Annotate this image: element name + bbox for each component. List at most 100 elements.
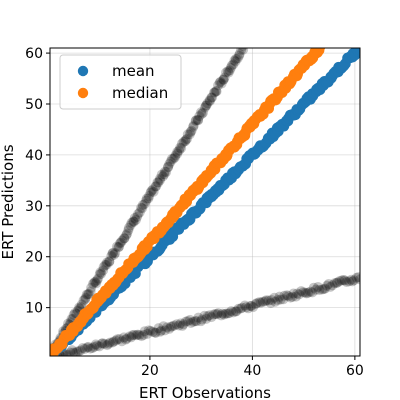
bound-point <box>287 291 298 302</box>
bound-point <box>257 296 268 307</box>
bound-point <box>178 319 189 330</box>
bound-point <box>102 340 113 351</box>
bound-point <box>204 310 215 321</box>
bound-point <box>204 95 215 106</box>
bound-point <box>155 326 166 337</box>
bound-point <box>188 316 199 327</box>
bound-point <box>216 78 227 89</box>
bound-point <box>230 306 241 317</box>
bound-point <box>90 339 101 350</box>
bound-point <box>329 278 340 289</box>
bound-point <box>110 335 121 346</box>
bound-point <box>169 320 180 331</box>
bound-point <box>217 308 228 319</box>
bound-point <box>98 261 109 272</box>
bound-point <box>204 95 215 106</box>
bound-point <box>68 347 79 356</box>
bound-point <box>185 314 196 325</box>
bound-point <box>92 340 103 351</box>
bound-point <box>248 302 259 313</box>
bound-point <box>89 277 100 288</box>
bound-point <box>137 203 148 214</box>
bound-point <box>200 100 211 111</box>
bound-point <box>308 282 319 293</box>
bound-point <box>263 295 274 306</box>
bound-point <box>166 153 177 164</box>
bound-point <box>121 230 132 241</box>
bound-point <box>87 343 98 354</box>
bound-point <box>152 177 163 188</box>
bound-point <box>163 162 174 173</box>
bound-point <box>300 287 311 298</box>
bound-point <box>123 222 134 233</box>
bound-point <box>193 312 204 323</box>
bound-point <box>229 55 240 66</box>
bound-point <box>191 115 202 126</box>
legend-marker-mean <box>77 65 89 77</box>
bound-point <box>220 308 231 319</box>
bound-point <box>318 284 329 295</box>
x-tick-label: 40 <box>243 363 261 379</box>
bound-point <box>118 332 129 343</box>
bound-point <box>233 303 244 314</box>
bound-point <box>136 202 147 213</box>
bound-point <box>155 175 166 186</box>
bound-point <box>240 37 250 47</box>
bound-point <box>355 274 360 285</box>
y-tick-label: 50 <box>25 97 43 113</box>
bound-point <box>174 145 185 156</box>
bound-point <box>218 74 229 85</box>
bound-point <box>121 333 132 344</box>
bound-point <box>107 337 118 348</box>
bound-point <box>108 247 119 258</box>
bound-point <box>99 339 110 350</box>
bound-point <box>228 59 239 70</box>
bound-point <box>180 136 191 147</box>
bound-point <box>202 311 213 322</box>
bound-point <box>146 185 157 196</box>
bound-point <box>151 181 162 192</box>
bound-point <box>134 330 145 341</box>
bound-point <box>156 169 167 180</box>
bound-point <box>62 349 73 356</box>
bound-point <box>224 308 235 319</box>
bound-point <box>65 347 76 356</box>
bound-point <box>156 325 167 336</box>
bound-point <box>117 235 128 246</box>
bound-point <box>296 286 307 297</box>
bound-point <box>81 289 92 300</box>
bound-point <box>128 216 139 227</box>
bound-point <box>317 284 328 295</box>
bound-point <box>178 136 189 147</box>
bound-point <box>251 298 262 309</box>
bound-point <box>344 276 355 287</box>
bound-point <box>93 273 104 284</box>
bound-point <box>153 177 164 188</box>
bound-point <box>83 341 94 352</box>
bound-point <box>298 287 309 298</box>
bound-point <box>132 329 143 340</box>
bound-point <box>72 346 83 356</box>
bound-point <box>307 287 318 298</box>
bound-point <box>94 269 105 280</box>
bound-point <box>243 303 254 314</box>
bound-point <box>94 341 105 352</box>
bound-point <box>159 325 170 336</box>
bound-point <box>134 207 145 218</box>
y-tick-label: 20 <box>25 250 43 266</box>
bound-point <box>101 259 112 270</box>
bound-point <box>250 299 261 310</box>
bound-point <box>235 303 246 314</box>
bound-point <box>347 276 358 287</box>
bound-point <box>196 107 207 118</box>
bound-point <box>107 248 118 259</box>
bound-point <box>275 294 286 305</box>
bound-point <box>111 241 122 252</box>
bound-point <box>341 276 352 287</box>
legend-label-mean: mean <box>112 62 155 80</box>
bound-point <box>92 275 103 286</box>
bound-point <box>80 292 91 303</box>
bound-point <box>114 333 125 344</box>
bound-point <box>141 193 152 204</box>
